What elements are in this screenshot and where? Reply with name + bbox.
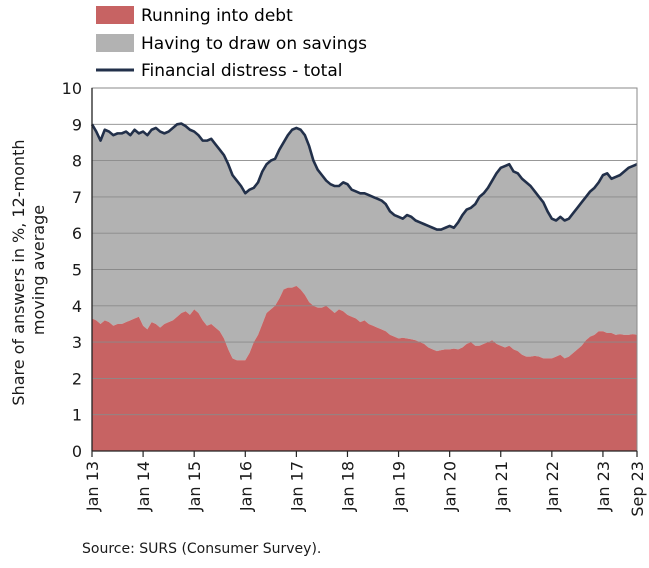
y-tick-label-4: 4: [72, 297, 82, 316]
legend-label-debt: Running into debt: [141, 6, 293, 26]
source-note: Source: SURS (Consumer Survey).: [82, 541, 322, 557]
y-axis-label: Share of answers in %, 12-month moving a…: [9, 134, 48, 405]
y-tick-label-3: 3: [72, 333, 82, 352]
total-line: [90, 122, 638, 231]
x-tick-label-4: Jan 17: [287, 461, 306, 512]
savings-area: [92, 123, 637, 361]
y-tick-label-1: 1: [72, 406, 82, 425]
x-tick-label-3: Jan 16: [236, 461, 255, 512]
y-tick-label-2: 2: [72, 369, 82, 388]
y-tick-label-7: 7: [72, 188, 82, 207]
x-tick-label-8: Jan 21: [492, 461, 511, 512]
y-tick-label-9: 9: [72, 115, 82, 134]
y-tick-label-6: 6: [72, 224, 82, 243]
legend-swatch-savings: [96, 34, 134, 52]
x-tick-label-5: Jan 18: [338, 461, 357, 512]
plot-area: 0 1 2 3 4 5 6 7 8 9 10 Jan 13 Jan 14 Jan 15 Jan 16 Jan …: [62, 79, 647, 517]
y-axis-label-line-2: moving average: [29, 205, 48, 335]
legend-swatch-debt: [96, 6, 134, 24]
x-tick-label-10: Jan 23: [594, 461, 613, 512]
debt-area: [92, 285, 637, 451]
x-tick-label-0: Jan 13: [83, 461, 102, 512]
x-tick-label-7: Jan 20: [441, 461, 460, 512]
legend: Running into debt Having to draw on savi…: [96, 6, 367, 81]
y-tick-label-8: 8: [72, 152, 82, 171]
y-axis-label-line-1: Share of answers in %, 12-month: [9, 140, 28, 406]
x-tick-label-11: Sep 23: [628, 461, 647, 517]
x-tick-label-6: Jan 19: [390, 461, 409, 512]
y-tick-label-0: 0: [72, 442, 82, 461]
legend-label-savings: Having to draw on savings: [141, 34, 367, 54]
x-tick-label-2: Jan 15: [185, 461, 204, 512]
y-tick-label-10: 10: [62, 79, 82, 98]
x-tick-label-1: Jan 14: [134, 461, 153, 512]
y-tick-label-5: 5: [72, 261, 82, 280]
x-tick-label-9: Jan 22: [543, 461, 562, 512]
legend-label-total: Financial distress - total: [141, 61, 343, 81]
